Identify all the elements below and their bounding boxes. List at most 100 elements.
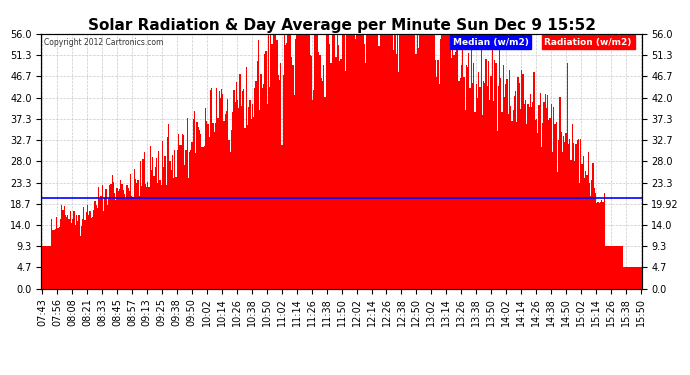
Bar: [355, 39, 356, 289]
Bar: [360, 25, 362, 289]
Bar: [418, 48, 419, 289]
Bar: [98, 187, 99, 289]
Bar: [578, 139, 579, 289]
Bar: [310, 56, 312, 289]
Bar: [446, 25, 447, 289]
Bar: [617, 246, 618, 289]
Bar: [126, 185, 128, 289]
Bar: [97, 208, 98, 289]
Bar: [140, 162, 141, 289]
Bar: [401, 25, 402, 289]
Bar: [574, 160, 575, 289]
Bar: [613, 246, 615, 289]
Bar: [41, 246, 43, 289]
Bar: [228, 140, 230, 289]
Bar: [139, 196, 140, 289]
Bar: [380, 25, 381, 289]
Bar: [104, 198, 106, 289]
Bar: [391, 25, 392, 289]
Bar: [430, 25, 431, 289]
Bar: [331, 63, 332, 289]
Bar: [214, 132, 215, 289]
Bar: [615, 246, 616, 289]
Bar: [162, 141, 163, 289]
Bar: [509, 70, 510, 289]
Bar: [406, 25, 408, 289]
Bar: [343, 25, 344, 289]
Bar: [170, 170, 172, 289]
Bar: [147, 182, 148, 289]
Bar: [318, 52, 319, 289]
Bar: [255, 81, 257, 289]
Bar: [404, 25, 406, 289]
Bar: [62, 210, 63, 289]
Bar: [436, 77, 437, 289]
Bar: [188, 178, 189, 289]
Bar: [387, 25, 388, 289]
Bar: [375, 25, 376, 289]
Bar: [569, 139, 571, 289]
Bar: [492, 29, 493, 289]
Bar: [461, 65, 462, 289]
Bar: [392, 25, 393, 289]
Bar: [144, 152, 145, 289]
Bar: [447, 25, 448, 289]
Bar: [420, 25, 422, 289]
Bar: [129, 190, 130, 289]
Bar: [411, 25, 412, 289]
Bar: [460, 78, 461, 289]
Bar: [260, 74, 262, 289]
Bar: [279, 80, 280, 289]
Bar: [76, 215, 77, 289]
Bar: [121, 184, 123, 289]
Bar: [56, 217, 57, 289]
Bar: [390, 25, 391, 289]
Bar: [499, 46, 500, 289]
Bar: [543, 102, 544, 289]
Bar: [562, 152, 563, 289]
Bar: [542, 123, 543, 289]
Bar: [348, 25, 349, 289]
Bar: [629, 267, 631, 289]
Bar: [475, 84, 477, 289]
Bar: [365, 63, 366, 289]
Bar: [338, 45, 339, 289]
Bar: [495, 63, 497, 289]
Bar: [623, 267, 624, 289]
Bar: [216, 88, 217, 289]
Bar: [153, 176, 155, 289]
Bar: [557, 172, 558, 289]
Bar: [456, 40, 457, 289]
Bar: [109, 185, 110, 289]
Bar: [142, 159, 144, 289]
Bar: [81, 226, 82, 289]
Bar: [417, 25, 418, 289]
Bar: [77, 221, 78, 289]
Bar: [359, 25, 360, 289]
Bar: [434, 29, 435, 289]
Bar: [68, 219, 70, 289]
Bar: [299, 25, 301, 289]
Bar: [319, 55, 321, 289]
Bar: [398, 72, 400, 289]
Bar: [553, 107, 554, 289]
Bar: [99, 199, 101, 289]
Bar: [220, 98, 221, 289]
Bar: [637, 267, 638, 289]
Bar: [313, 90, 315, 289]
Bar: [233, 90, 235, 289]
Bar: [157, 183, 158, 289]
Bar: [544, 94, 546, 289]
Bar: [626, 267, 627, 289]
Bar: [114, 193, 115, 289]
Bar: [502, 112, 503, 289]
Bar: [67, 214, 68, 289]
Bar: [403, 25, 404, 289]
Bar: [599, 203, 600, 289]
Bar: [135, 178, 136, 289]
Bar: [351, 25, 353, 289]
Bar: [108, 199, 109, 289]
Bar: [106, 205, 108, 289]
Bar: [193, 119, 194, 289]
Bar: [288, 25, 290, 289]
